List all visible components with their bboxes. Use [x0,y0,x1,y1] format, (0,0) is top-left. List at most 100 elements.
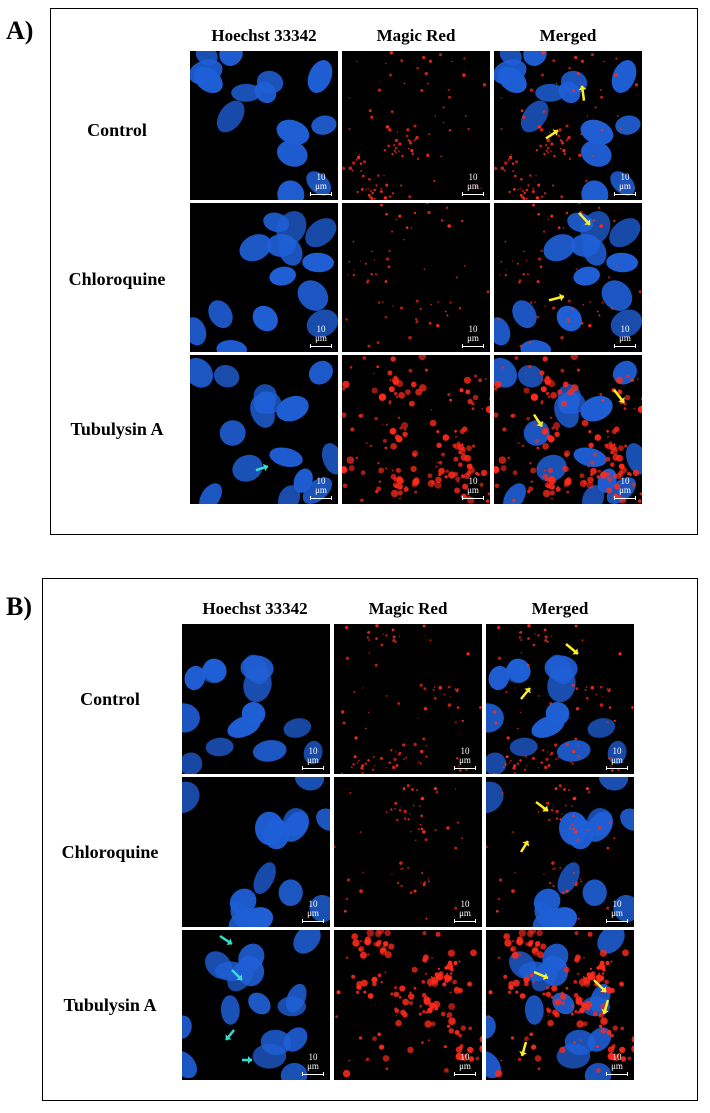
scale-bar: 10 μm [454,900,476,923]
scale-bar-line [606,1072,628,1076]
micrograph [486,930,634,1080]
scale-bar-label: 10 μm [467,476,479,495]
panel-a-tubulysin-merged-image: 10 μm [494,355,642,504]
scale-bar-line [454,1072,476,1076]
micrograph [341,624,482,774]
scale-bar-line [454,766,476,770]
scale-bar: 10 μm [606,1053,628,1076]
micrograph [182,930,321,1080]
micrograph [342,355,490,504]
scale-bar-line [606,919,628,923]
panel-b-column-hoechst: Hoechst 33342 [202,599,308,618]
micrograph [494,203,642,352]
scale-bar-label: 10 μm [619,324,631,343]
panel-b-letter: B) [6,592,32,621]
scale-bar-label: 10 μm [315,172,327,191]
scale-bar: 10 μm [302,1053,324,1076]
scale-bar-label: 10 μm [307,1052,319,1071]
scale-bar-label: 10 μm [459,899,471,918]
scale-bar-label: 10 μm [467,172,479,191]
scale-bar-line [302,766,324,770]
micrograph [334,784,463,920]
panel-b-control-merged-image: 10 μm [486,624,634,774]
scale-bar-line [310,496,332,500]
panel-a-tubulysin-magic-red-image: 10 μm [342,355,490,504]
panel-a-control-hoechst-image: 10 μm [190,51,338,200]
scale-bar-label: 10 μm [611,899,623,918]
micrograph [190,211,338,352]
panel-a-letter: A) [6,16,34,45]
panel-b-row-control: Control [80,689,140,709]
micrograph [182,654,323,774]
scale-bar: 10 μm [614,325,636,348]
panel-a-row-chloroquine: Chloroquine [68,269,166,289]
scale-bar-line [606,766,628,770]
panel-a-control-merged-image: 10 μm [494,51,642,200]
scale-bar: 10 μm [462,477,484,500]
panel-b-column-merged: Merged [531,599,589,618]
scale-bar-label: 10 μm [467,324,479,343]
scale-bar: 10 μm [462,325,484,348]
panel-b-row-chloroquine: Chloroquine [61,842,159,862]
scale-bar-label: 10 μm [307,899,319,918]
panel-a-tubulysin-hoechst-image: 10 μm [190,355,338,504]
panel-a-column-magic-red: Magic Red [376,26,456,45]
scale-bar-line [462,496,484,500]
scale-bar-line [462,192,484,196]
scale-bar: 10 μm [310,173,332,196]
panel-b-row-tubulysin: Tubulysin A [63,995,157,1015]
scale-bar-line [302,919,324,923]
panel-b-column-magic-red: Magic Red [368,599,448,618]
scale-bar-line [454,919,476,923]
scale-bar: 10 μm [606,900,628,923]
scale-bar-line [614,192,636,196]
scale-bar: 10 μm [614,477,636,500]
scale-bar-label: 10 μm [611,746,623,765]
scale-bar-label: 10 μm [611,1052,623,1071]
scale-bar: 10 μm [462,173,484,196]
micrograph [335,930,482,1078]
scale-bar: 10 μm [302,747,324,770]
scale-bar-line [310,344,332,348]
scale-bar: 10 μm [606,747,628,770]
scale-bar-line [302,1072,324,1076]
micrograph [494,51,641,200]
scale-bar-label: 10 μm [459,1052,471,1071]
scale-bar: 10 μm [310,325,332,348]
micrograph [486,777,634,927]
panel-b-tubulysin-merged-image: 10 μm [486,930,634,1080]
scale-bar: 10 μm [454,1053,476,1076]
micrograph [486,624,634,774]
scale-bar-label: 10 μm [459,746,471,765]
panel-b-chloroquine-magic-red-image: 10 μm [334,777,482,927]
panel-b-chloroquine-merged-image: 10 μm [486,777,634,927]
micrograph [345,203,490,348]
scale-bar-line [614,496,636,500]
panel-a-chloroquine-hoechst-image: 10 μm [190,203,338,352]
micrograph [494,355,642,504]
panel-a-chloroquine-merged-image: 10 μm [494,203,642,352]
scale-bar: 10 μm [454,747,476,770]
scale-bar-line [462,344,484,348]
panel-b-control-hoechst-image: 10 μm [182,624,330,774]
panel-a-control-magic-red-image: 10 μm [342,51,490,200]
panel-b-chloroquine-hoechst-image: 10 μm [182,777,330,927]
scale-bar-line [614,344,636,348]
panel-a-column-hoechst: Hoechst 33342 [211,26,317,45]
panel-a-chloroquine-magic-red-image: 10 μm [342,203,490,352]
scale-bar-label: 10 μm [315,476,327,495]
scale-bar-label: 10 μm [315,324,327,343]
panel-a-row-tubulysin: Tubulysin A [70,419,164,439]
micrograph [190,51,337,200]
scale-bar-label: 10 μm [619,172,631,191]
panel-a-column-merged: Merged [539,26,597,45]
panel-a-row-control: Control [87,120,147,140]
scale-bar: 10 μm [310,477,332,500]
panel-b-control-magic-red-image: 10 μm [334,624,482,774]
scale-bar-label: 10 μm [619,476,631,495]
micrograph [342,51,487,200]
scale-bar-line [310,192,332,196]
panel-b-tubulysin-hoechst-image: 10 μm [182,930,330,1080]
scale-bar-label: 10 μm [307,746,319,765]
scale-bar: 10 μm [614,173,636,196]
